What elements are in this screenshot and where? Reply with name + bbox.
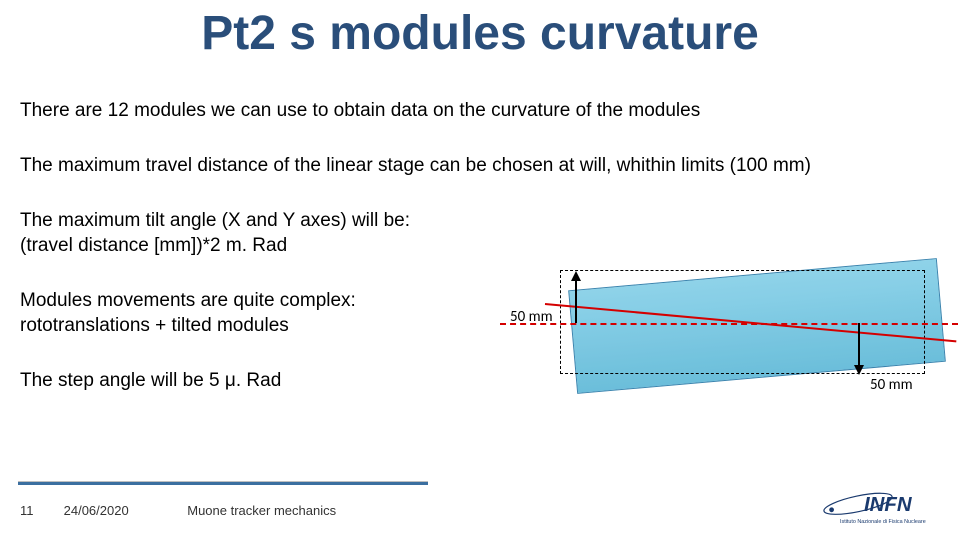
bottom-arrow-head [854, 365, 864, 375]
slide-title: Pt2 s modules curvature [0, 6, 960, 61]
body-line-4b: rototranslations + tilted modules [20, 315, 289, 337]
tilt-diagram: 50 mm 50 mm [500, 260, 960, 420]
footer: 11 24/06/2020 Muone tracker mechanics [20, 503, 336, 518]
body-line-3b: (travel distance [mm])*2 m. Rad [20, 235, 287, 257]
body-line-4a: Modules movements are quite complex: [20, 290, 356, 312]
bottom-arrow-stem [858, 323, 860, 366]
dim-label-top: 50 mm [510, 308, 553, 326]
body-line-2: The maximum travel distance of the linea… [20, 155, 811, 177]
footer-divider [18, 481, 428, 485]
centerline [500, 323, 958, 325]
footer-date: 24/06/2020 [64, 503, 184, 518]
body-line-5: The step angle will be 5 μ. Rad [20, 370, 281, 392]
infn-logo: INFN Istituto Nazionale di Fisica Nuclea… [822, 486, 942, 530]
dim-label-bottom: 50 mm [870, 376, 913, 394]
svg-text:Istituto Nazionale di Fisica N: Istituto Nazionale di Fisica Nucleare [840, 519, 926, 525]
svg-text:INFN: INFN [864, 494, 913, 516]
top-arrow-stem [575, 280, 577, 323]
footer-subject: Muone tracker mechanics [187, 503, 336, 518]
body-line-3a: The maximum tilt angle (X and Y axes) wi… [20, 210, 410, 232]
body-line-1: There are 12 modules we can use to obtai… [20, 100, 700, 122]
footer-page: 11 [20, 503, 60, 518]
top-arrow-head [571, 271, 581, 281]
